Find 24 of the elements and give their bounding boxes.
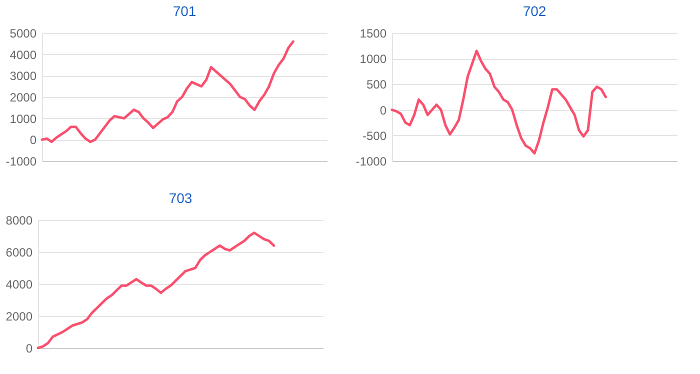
y-tick-label: 500 — [366, 78, 387, 92]
line-series — [40, 40, 294, 144]
y-tick-label: 6000 — [6, 246, 33, 260]
y-tick-label: 2000 — [10, 90, 37, 104]
y-tick-label: 3000 — [10, 69, 37, 84]
y-tick-label: -1000 — [6, 154, 37, 168]
y-tick-label: 5000 — [10, 26, 37, 40]
y-tick-label: 2000 — [6, 310, 33, 324]
chart-title: 703 — [168, 190, 192, 206]
y-tick-label: 0 — [26, 342, 33, 356]
y-tick-label: 1000 — [360, 52, 387, 66]
y-tick-label: 4000 — [10, 48, 37, 62]
y-tick-label: 0 — [380, 103, 387, 118]
chart-title: 701 — [172, 3, 196, 19]
y-tick-label: 1000 — [10, 112, 37, 126]
line-series — [36, 232, 276, 350]
y-tick-label: 1500 — [360, 26, 387, 40]
y-tick-label: 0 — [30, 133, 37, 148]
y-tick-label: -500 — [362, 128, 387, 143]
line-series — [390, 50, 607, 155]
y-tick-label: -1000 — [356, 154, 387, 168]
y-tick-label: 8000 — [6, 214, 33, 228]
y-tick-label: 4000 — [6, 278, 33, 292]
chart-title: 702 — [522, 3, 546, 19]
